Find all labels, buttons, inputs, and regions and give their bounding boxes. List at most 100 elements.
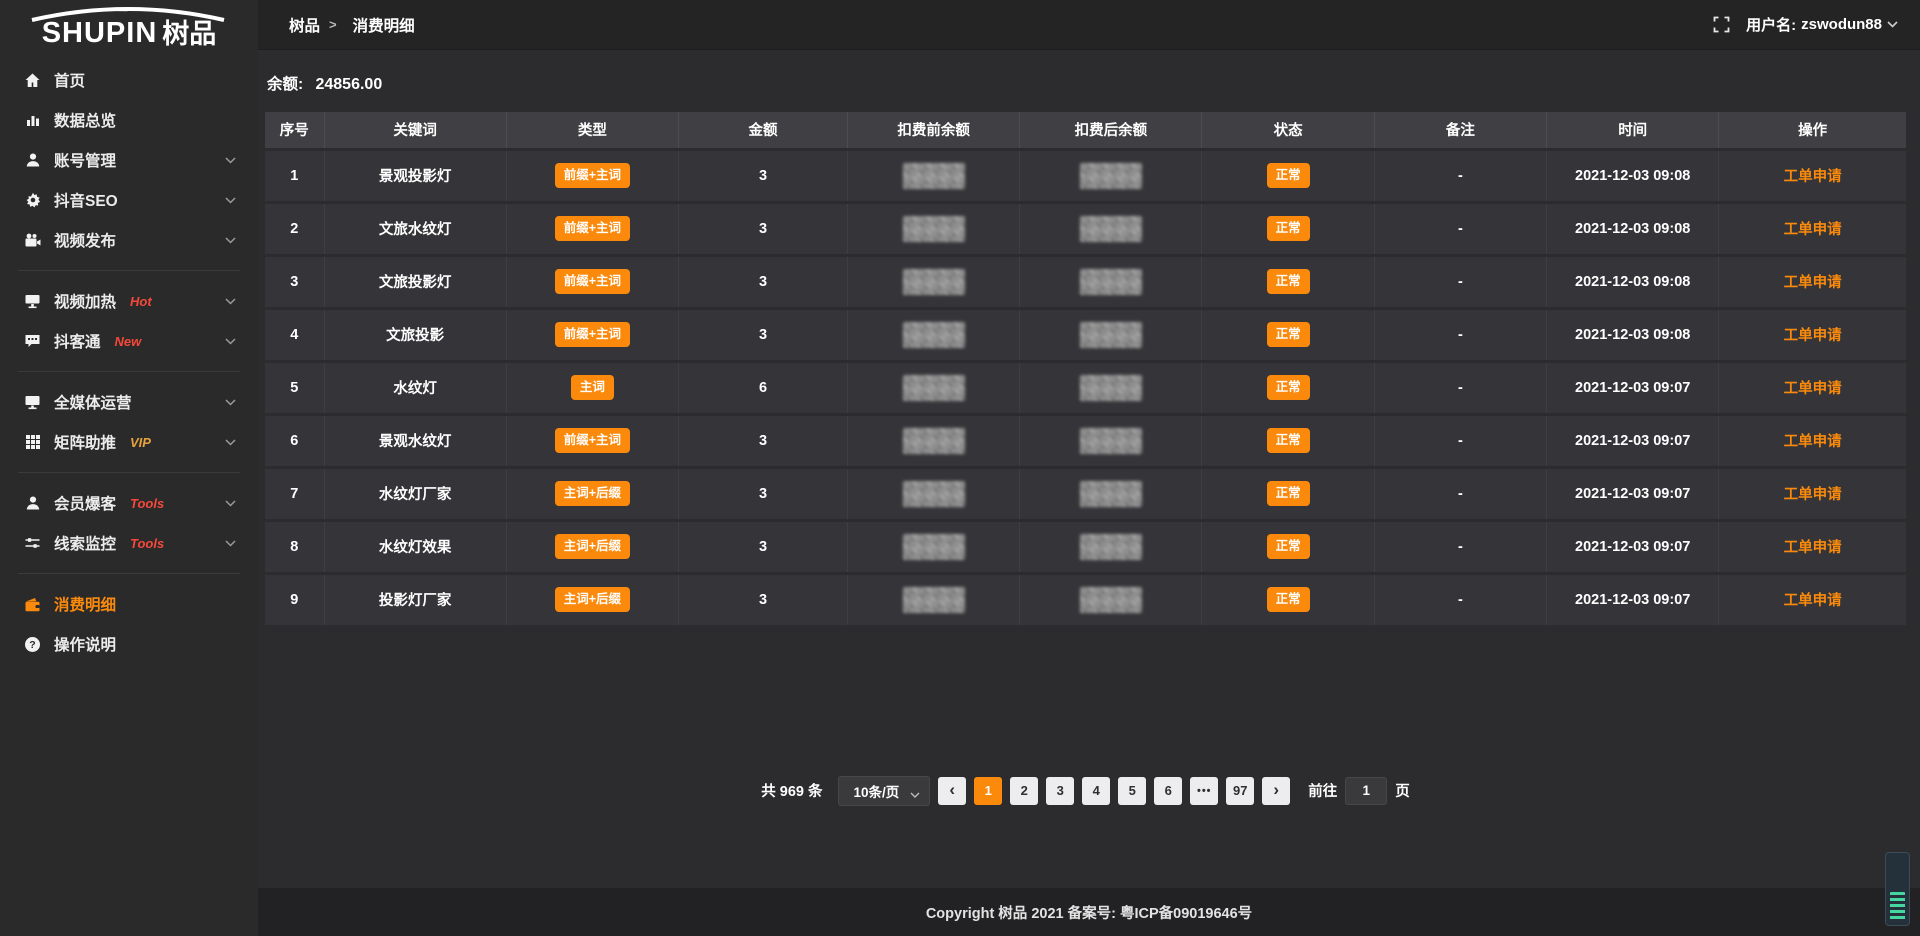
sidebar-item-tag: New (114, 333, 142, 349)
cell-pre-balance (847, 149, 1021, 204)
table-row: 3 文旅投影灯 前缀+主词 3 正常 -2021-12-03 09:08 工单申请 (265, 255, 1906, 310)
cell-action: 工单申请 (1718, 361, 1906, 416)
table-row: 2 文旅水纹灯 前缀+主词 3 正常 -2021-12-03 09:08 工单申请 (265, 202, 1906, 257)
cell-remark: - (1374, 361, 1548, 416)
sidebar-item-12[interactable]: 会员爆客 Tools (0, 483, 258, 523)
page-button-3[interactable]: 3 (1046, 776, 1075, 805)
user-icon (24, 152, 41, 169)
ticket-apply-link[interactable]: 工单申请 (1783, 593, 1842, 609)
sidebar-item-label: 账号管理 (54, 153, 117, 170)
cell-pre-balance (847, 467, 1021, 522)
sidebar-item-16[interactable]: ? 操作说明 (0, 624, 258, 664)
cell-keyword: 投影灯厂家 (324, 573, 507, 628)
chevron-down-icon (225, 337, 236, 345)
gear-icon (24, 192, 41, 209)
next-page-button[interactable]: › (1262, 776, 1291, 805)
type-badge: 主词+后缀 (554, 587, 630, 612)
blurred-value (1079, 268, 1142, 295)
floating-widget[interactable] (1885, 852, 1910, 926)
sidebar-item-2[interactable]: 账号管理 (0, 140, 258, 180)
sidebar-item-label: 操作说明 (54, 637, 117, 654)
cell-status: 正常 (1201, 467, 1375, 522)
blurred-value (1079, 162, 1142, 189)
chevron-down-icon (225, 438, 236, 446)
ticket-apply-link[interactable]: 工单申请 (1783, 275, 1842, 291)
prev-page-button[interactable]: ‹ (938, 776, 967, 805)
breadcrumb-item-current[interactable]: 消费明细 (346, 14, 415, 36)
page-button-2[interactable]: 2 (1010, 776, 1039, 805)
cell-status: 正常 (1201, 308, 1375, 363)
breadcrumb-separator: > (329, 17, 337, 32)
page-size-select[interactable]: 10条/页 (838, 775, 931, 806)
chevron-down-icon (1887, 21, 1898, 28)
cell-type: 前缀+主词 (506, 149, 680, 204)
type-badge: 主词+后缀 (554, 534, 630, 559)
cell-pre-balance (847, 308, 1021, 363)
more-pages-button[interactable]: ••• (1190, 776, 1219, 805)
status-badge: 正常 (1266, 269, 1310, 294)
user-menu[interactable]: 用户名: zswodun88 (1746, 14, 1898, 35)
type-badge: 前缀+主词 (554, 269, 630, 294)
sidebar-item-3[interactable]: 抖音SEO (0, 180, 258, 220)
table-body: 1 景观投影灯 前缀+主词 3 正常 -2021-12-03 09:08 工单申请 2 文旅水纹… (265, 149, 1906, 628)
ticket-apply-link[interactable]: 工单申请 (1783, 222, 1842, 238)
status-badge: 正常 (1266, 163, 1310, 188)
sidebar-item-4[interactable]: 视频发布 (0, 220, 258, 260)
breadcrumb-label: 消费明细 (352, 17, 415, 35)
blurred-value (1079, 374, 1142, 401)
cell-status: 正常 (1201, 202, 1375, 257)
ticket-apply-link[interactable]: 工单申请 (1783, 487, 1842, 503)
page-button-1[interactable]: 1 (974, 776, 1003, 805)
help-icon: ? (24, 636, 41, 653)
cell-action: 工单申请 (1718, 308, 1906, 363)
fullscreen-icon[interactable] (1713, 16, 1730, 33)
sidebar-item-15[interactable]: 消费明细 (0, 584, 258, 624)
goto-page-input[interactable] (1345, 776, 1388, 805)
ticket-apply-link[interactable]: 工单申请 (1783, 540, 1842, 556)
cell-type: 前缀+主词 (506, 255, 680, 310)
sidebar-divider (18, 371, 240, 372)
table-row: 1 景观投影灯 前缀+主词 3 正常 -2021-12-03 09:08 工单申请 (265, 149, 1906, 204)
chevron-down-icon (225, 236, 236, 244)
column-header: 金额 (678, 112, 849, 151)
cell-post-balance (1019, 308, 1203, 363)
status-badge: 正常 (1266, 322, 1310, 347)
breadcrumb-label: 树品 (289, 17, 321, 35)
logo-text: SHUPIN (41, 17, 158, 49)
blurred-value (902, 586, 965, 613)
breadcrumb-item-home[interactable]: 树品 (282, 14, 320, 36)
sidebar-item-label: 矩阵助推 (54, 435, 117, 452)
chevron-down-icon (225, 196, 236, 204)
cell-status: 正常 (1201, 520, 1375, 575)
page-button-5[interactable]: 5 (1118, 776, 1147, 805)
cell-index: 4 (265, 308, 325, 363)
cell-type: 前缀+主词 (506, 202, 680, 257)
page-button-4[interactable]: 4 (1082, 776, 1111, 805)
sidebar-item-tag: Hot (130, 293, 152, 309)
ticket-apply-link[interactable]: 工单申请 (1783, 328, 1842, 344)
sidebar-item-13[interactable]: 线索监控 Tools (0, 523, 258, 563)
ticket-apply-link[interactable]: 工单申请 (1783, 169, 1842, 185)
cell-index: 5 (265, 361, 325, 416)
cell-type: 前缀+主词 (506, 414, 680, 469)
cell-time: 2021-12-03 09:07 (1546, 414, 1720, 469)
cell-keyword: 水纹灯 (324, 361, 507, 416)
sidebar-item-9[interactable]: 全媒体运营 (0, 382, 258, 422)
cell-amount: 3 (678, 255, 849, 310)
ticket-apply-link[interactable]: 工单申请 (1783, 381, 1842, 397)
page-button-6[interactable]: 6 (1154, 776, 1183, 805)
sidebar-item-0[interactable]: 首页 (0, 60, 258, 100)
page-button-97[interactable]: 97 (1226, 776, 1255, 805)
sidebar-item-10[interactable]: 矩阵助推 VIP (0, 422, 258, 462)
goto-page: 前往 页 (1308, 776, 1410, 805)
cell-keyword: 水纹灯效果 (324, 520, 507, 575)
consumption-table: 序号 关键词 类型 金额 扣费前余额 扣费后余额 状态 备注 时间 操作 1 景观投影灯 前缀+主词 3… (265, 112, 1906, 628)
sidebar-item-1[interactable]: 数据总览 (0, 100, 258, 140)
sidebar-item-7[interactable]: 抖客通 New (0, 321, 258, 361)
blurred-value (902, 480, 965, 507)
column-header: 扣费后余额 (1019, 112, 1203, 151)
ticket-apply-link[interactable]: 工单申请 (1783, 434, 1842, 450)
sidebar-item-6[interactable]: 视频加热 Hot (0, 281, 258, 321)
cell-amount: 3 (678, 414, 849, 469)
cell-post-balance (1019, 520, 1203, 575)
